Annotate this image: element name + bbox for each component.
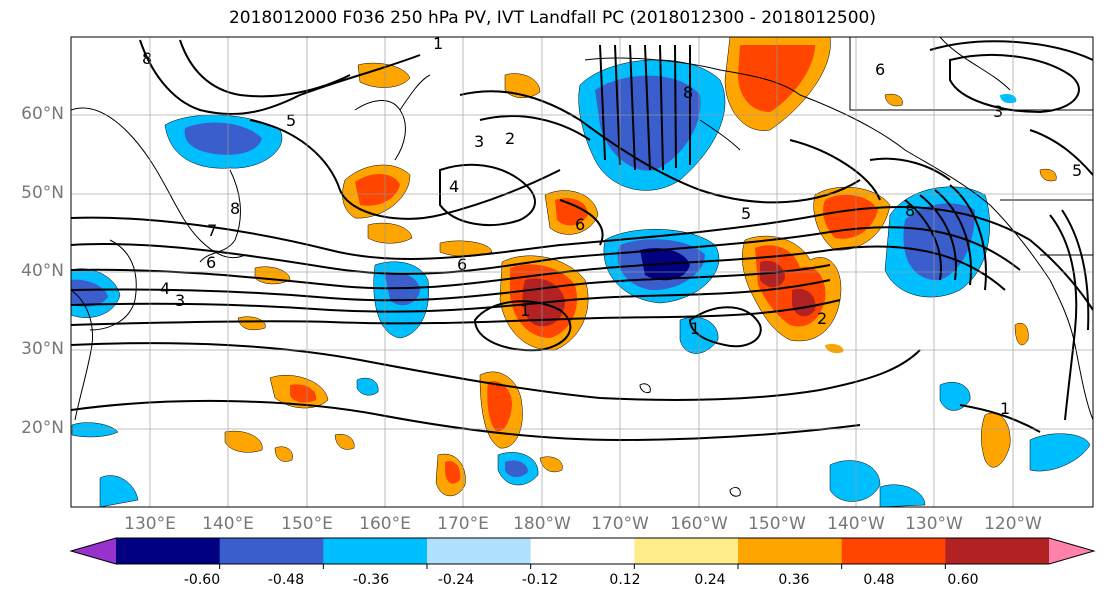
- longitude-label: 180°W: [513, 514, 571, 534]
- colorbar-tick-label: 0.24: [694, 572, 726, 588]
- longitude-label: 160°E: [359, 514, 411, 534]
- longitude-label: 170°E: [437, 514, 489, 534]
- colorbar-segment: [841, 538, 946, 564]
- longitude-label: 150°W: [748, 514, 806, 534]
- contour-label: 8: [683, 83, 693, 102]
- contour-label: 3: [175, 291, 185, 310]
- colorbar-tick-label: -0.12: [521, 572, 559, 588]
- latitude-label: 20°N: [21, 418, 64, 438]
- contour-label-group: 1 2 3 4 5 6 7 8 6 4 3 1 1 2 6 8 5 8 8 6 …: [142, 34, 1082, 418]
- contour-label: 1: [690, 319, 700, 338]
- longitude-label: 120°W: [984, 514, 1042, 534]
- plot-frame: [70, 36, 1094, 508]
- contour-label: 1: [1000, 399, 1010, 418]
- contour-label: 8: [230, 199, 240, 218]
- contour-label: 2: [505, 129, 515, 148]
- latitude-label: 40°N: [21, 261, 64, 281]
- colorbar-segment: [634, 538, 739, 564]
- latitude-label: 30°N: [21, 339, 64, 359]
- colorbar-segment: [530, 538, 635, 564]
- latitude-label: 60°N: [21, 104, 64, 124]
- longitude-label: 160°W: [670, 514, 728, 534]
- colorbar-segment: [427, 538, 532, 564]
- contour-label: 3: [474, 132, 484, 151]
- colorbar-tick-label: 0.12: [609, 572, 641, 588]
- contour-label: 6: [206, 253, 216, 272]
- colorbar: [69, 537, 1096, 569]
- contour-label: 8: [142, 49, 152, 68]
- longitude-label: 130°E: [124, 514, 176, 534]
- contour-label: 5: [1072, 161, 1082, 180]
- colorbar-tick-label: -0.60: [183, 572, 221, 588]
- colorbar-tick-label: -0.48: [267, 572, 305, 588]
- longitude-label: 140°E: [202, 514, 254, 534]
- contour-label: 7: [207, 221, 217, 240]
- colorbar-segment: [945, 538, 1050, 564]
- colorbar-tick-label: 0.60: [947, 572, 979, 588]
- contour-label: 6: [875, 60, 885, 79]
- map-plot-area: 1 2 3 4 5 6 7 8 6 4 3 1 1 2 6 8 5 8 8 6 …: [71, 34, 1093, 507]
- colorbar-extend-low: [71, 538, 116, 564]
- colorbar-segment: [323, 538, 428, 564]
- pv-contours: [71, 39, 1093, 442]
- colorbar-tick-label: 0.36: [778, 572, 810, 588]
- contour-label: 5: [741, 204, 751, 223]
- contour-label: 6: [457, 255, 467, 274]
- latitude-label: 50°N: [21, 183, 64, 203]
- contour-label: 4: [160, 279, 170, 298]
- contour-label: 4: [449, 177, 459, 196]
- contour-label: 8: [905, 201, 915, 220]
- map-title: 2018012000 F036 250 hPa PV, IVT Landfall…: [228, 8, 876, 28]
- longitude-label: 140°W: [827, 514, 885, 534]
- colorbar-segment: [738, 538, 843, 564]
- colorbar-tick-label: -0.24: [437, 572, 475, 588]
- contour-label: 1: [520, 301, 530, 320]
- contour-label: 5: [286, 111, 296, 130]
- longitude-label: 170°W: [591, 514, 649, 534]
- colorbar-segment: [219, 538, 324, 564]
- positive-anomaly-shading: [224, 37, 1057, 497]
- contour-label: 2: [817, 309, 827, 328]
- contour-label: 3: [993, 102, 1003, 121]
- colorbar-tick-label: -0.36: [352, 572, 390, 588]
- graticule: [71, 37, 1093, 507]
- longitude-label: 130°W: [905, 514, 963, 534]
- colorbar-segment: [116, 538, 221, 564]
- contour-label: 1: [433, 34, 443, 53]
- longitude-label: 150°E: [281, 514, 333, 534]
- colorbar-extend-high: [1049, 538, 1094, 564]
- contour-label: 6: [575, 215, 585, 234]
- coastlines: [71, 37, 1093, 497]
- colorbar-tick-label: 0.48: [863, 572, 895, 588]
